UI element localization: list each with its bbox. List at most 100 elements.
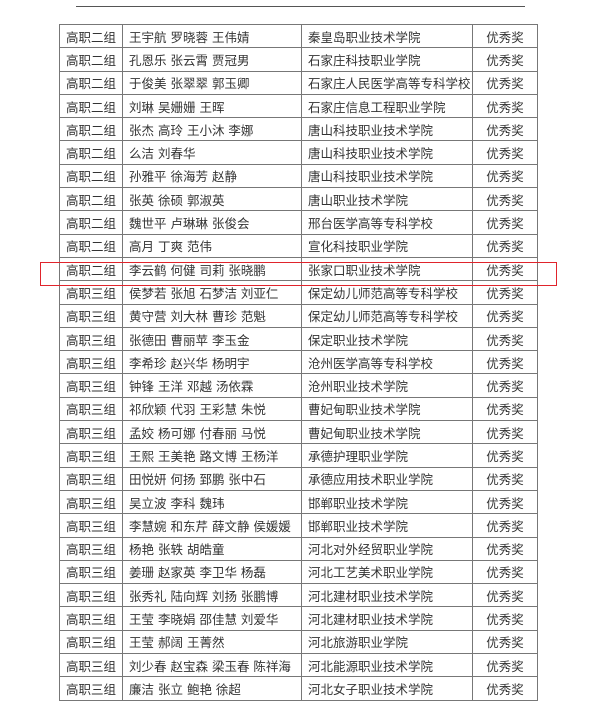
table-row: 高职三组 张德田 曹丽苹 李玉金 保定职业技术学院 优秀奖 xyxy=(59,326,538,352)
table-row: 高职二组 魏世平 卢琳琳 张俊会 邢台医学高等专科学校 优秀奖 xyxy=(59,210,538,235)
school-cell: 沧州医学高等专科学校 xyxy=(301,350,473,375)
group-cell: 高职三组 xyxy=(59,280,123,305)
award-cell: 优秀奖 xyxy=(472,47,538,72)
group-cell: 高职三组 xyxy=(59,559,123,585)
table-row: 高职三组 孟姣 杨可娜 付春丽 马悦 曹妃甸职业技术学院 优秀奖 xyxy=(59,420,538,445)
group-cell: 高职三组 xyxy=(59,583,123,608)
school-cell: 石家庄科技职业学院 xyxy=(301,47,473,72)
group-cell: 高职三组 xyxy=(59,350,123,375)
school-cell: 河北对外经贸职业学院 xyxy=(301,536,473,561)
group-cell: 高职三组 xyxy=(59,629,123,655)
table-row: 高职二组 孔恩乐 张云霄 贾冠男 石家庄科技职业学院 优秀奖 xyxy=(59,47,538,72)
names-cell: 王宇航 罗晓蓉 王伟婧 xyxy=(122,23,302,49)
school-cell: 唐山科技职业技术学院 xyxy=(301,163,473,189)
group-cell: 高职二组 xyxy=(59,163,123,189)
group-cell: 高职三组 xyxy=(59,326,123,352)
names-cell: 于俊美 张翠翠 郭玉卿 xyxy=(122,70,302,95)
group-cell: 高职三组 xyxy=(59,536,123,561)
table-row: 高职三组 祁欣颖 代羽 王彩慧 朱悦 曹妃甸职业技术学院 优秀奖 xyxy=(59,396,538,422)
school-cell: 唐山科技职业技术学院 xyxy=(301,140,473,165)
table-row: 高职二组 孙雅平 徐海芳 赵静 唐山科技职业技术学院 优秀奖 xyxy=(59,163,538,189)
award-cell: 优秀奖 xyxy=(472,187,538,212)
award-cell: 优秀奖 xyxy=(472,163,538,189)
school-cell: 河北旅游职业学院 xyxy=(301,629,473,655)
group-cell: 高职三组 xyxy=(59,606,123,631)
table-row: 高职三组 张秀礼 陆向辉 刘扬 张鹏博 河北建材职业技术学院 优秀奖 xyxy=(59,583,538,608)
table-row: 高职三组 吴立波 李科 魏玮 邯郸职业技术学院 优秀奖 xyxy=(59,489,538,515)
award-table: 高职二组 王宇航 罗晓蓉 王伟婧 秦皇岛职业技术学院 优秀奖 高职二组 孔恩乐 张云霄 贾… xyxy=(59,23,538,701)
group-cell: 高职二组 xyxy=(59,233,123,258)
group-cell: 高职二组 xyxy=(59,47,123,72)
award-cell: 优秀奖 xyxy=(472,466,538,491)
group-cell: 高职二组 xyxy=(59,117,123,142)
school-cell: 宣化科技职业学院 xyxy=(301,233,473,258)
names-cell: 孟姣 杨可娜 付春丽 马悦 xyxy=(122,420,302,445)
names-cell: 魏世平 卢琳琳 张俊会 xyxy=(122,210,302,235)
award-cell: 优秀奖 xyxy=(472,70,538,95)
school-cell: 保定幼儿师范高等专科学校 xyxy=(301,280,473,305)
names-cell: 孔恩乐 张云霄 贾冠男 xyxy=(122,47,302,72)
table-row: 高职二组 高月 丁爽 范伟 宣化科技职业学院 优秀奖 xyxy=(59,233,538,258)
table-row: 高职三组 刘少春 赵宝森 梁玉春 陈祥海 河北能源职业技术学院 优秀奖 xyxy=(59,653,538,678)
names-cell: 王莹 郝阔 王菁然 xyxy=(122,629,302,655)
group-cell: 高职三组 xyxy=(59,513,123,538)
table-row: 高职三组 杨艳 张轶 胡皓童 河北对外经贸职业学院 优秀奖 xyxy=(59,536,538,561)
names-cell: 刘少春 赵宝森 梁玉春 陈祥海 xyxy=(122,653,302,678)
award-cell: 优秀奖 xyxy=(472,210,538,235)
award-cell: 优秀奖 xyxy=(472,140,538,165)
group-cell: 高职三组 xyxy=(59,420,123,445)
group-cell: 高职三组 xyxy=(59,373,123,398)
award-cell: 优秀奖 xyxy=(472,396,538,422)
school-cell: 承德护理职业学院 xyxy=(301,443,473,468)
school-cell: 保定幼儿师范高等专科学校 xyxy=(301,303,473,328)
names-cell: 么洁 刘春华 xyxy=(122,140,302,165)
school-cell: 承德应用技术职业学院 xyxy=(301,466,473,491)
table-row: 高职三组 李希珍 赵兴华 杨明宇 沧州医学高等专科学校 优秀奖 xyxy=(59,350,538,375)
table-row: 高职三组 黄守营 刘大林 曹珍 范魁 保定幼儿师范高等专科学校 优秀奖 xyxy=(59,303,538,328)
school-cell: 保定职业技术学院 xyxy=(301,326,473,352)
table-row: 高职二组 李云鹤 何健 司莉 张晓鹏 张家口职业技术学院 优秀奖 xyxy=(59,256,538,282)
school-cell: 河北建材职业技术学院 xyxy=(301,606,473,631)
award-cell: 优秀奖 xyxy=(472,583,538,608)
names-cell: 吴立波 李科 魏玮 xyxy=(122,489,302,515)
names-cell: 王熙 王美艳 路文博 王杨洋 xyxy=(122,443,302,468)
award-cell: 优秀奖 xyxy=(472,536,538,561)
award-cell: 优秀奖 xyxy=(472,256,538,282)
award-cell: 优秀奖 xyxy=(472,350,538,375)
award-cell: 优秀奖 xyxy=(472,676,538,701)
names-cell: 李慧婉 和东芹 薛文静 侯媛媛 xyxy=(122,513,302,538)
table-row: 高职三组 王熙 王美艳 路文博 王杨洋 承德护理职业学院 优秀奖 xyxy=(59,443,538,468)
award-cell: 优秀奖 xyxy=(472,629,538,655)
award-cell: 优秀奖 xyxy=(472,420,538,445)
group-cell: 高职三组 xyxy=(59,653,123,678)
table-row: 高职三组 廉洁 张立 鲍艳 徐超 河北女子职业技术学院 优秀奖 xyxy=(59,676,538,701)
names-cell: 高月 丁爽 范伟 xyxy=(122,233,302,258)
table-row: 高职二组 张杰 高玲 王小沐 李娜 唐山科技职业技术学院 优秀奖 xyxy=(59,117,538,142)
names-cell: 孙雅平 徐海芳 赵静 xyxy=(122,163,302,189)
school-cell: 曹妃甸职业技术学院 xyxy=(301,420,473,445)
table-row: 高职三组 钟锋 王洋 邓越 汤依霖 沧州职业技术学院 优秀奖 xyxy=(59,373,538,398)
table-row: 高职三组 李慧婉 和东芹 薛文静 侯媛媛 邯郸职业技术学院 优秀奖 xyxy=(59,513,538,538)
award-cell: 优秀奖 xyxy=(472,233,538,258)
school-cell: 秦皇岛职业技术学院 xyxy=(301,23,473,49)
school-cell: 石家庄人民医学高等专科学校 xyxy=(301,70,473,95)
group-cell: 高职二组 xyxy=(59,23,123,49)
school-cell: 邢台医学高等专科学校 xyxy=(301,210,473,235)
award-cell: 优秀奖 xyxy=(472,23,538,49)
group-cell: 高职三组 xyxy=(59,443,123,468)
names-cell: 李希珍 赵兴华 杨明宇 xyxy=(122,350,302,375)
award-cell: 优秀奖 xyxy=(472,653,538,678)
school-cell: 河北女子职业技术学院 xyxy=(301,676,473,701)
award-cell: 优秀奖 xyxy=(472,606,538,631)
top-rule xyxy=(76,6,525,7)
group-cell: 高职三组 xyxy=(59,676,123,701)
group-cell: 高职三组 xyxy=(59,396,123,422)
names-cell: 李云鹤 何健 司莉 张晓鹏 xyxy=(122,256,302,282)
table-row: 高职二组 王宇航 罗晓蓉 王伟婧 秦皇岛职业技术学院 优秀奖 xyxy=(59,23,538,49)
school-cell: 石家庄信息工程职业学院 xyxy=(301,93,473,119)
group-cell: 高职二组 xyxy=(59,256,123,282)
group-cell: 高职三组 xyxy=(59,489,123,515)
names-cell: 黄守营 刘大林 曹珍 范魁 xyxy=(122,303,302,328)
group-cell: 高职二组 xyxy=(59,70,123,95)
award-cell: 优秀奖 xyxy=(472,326,538,352)
